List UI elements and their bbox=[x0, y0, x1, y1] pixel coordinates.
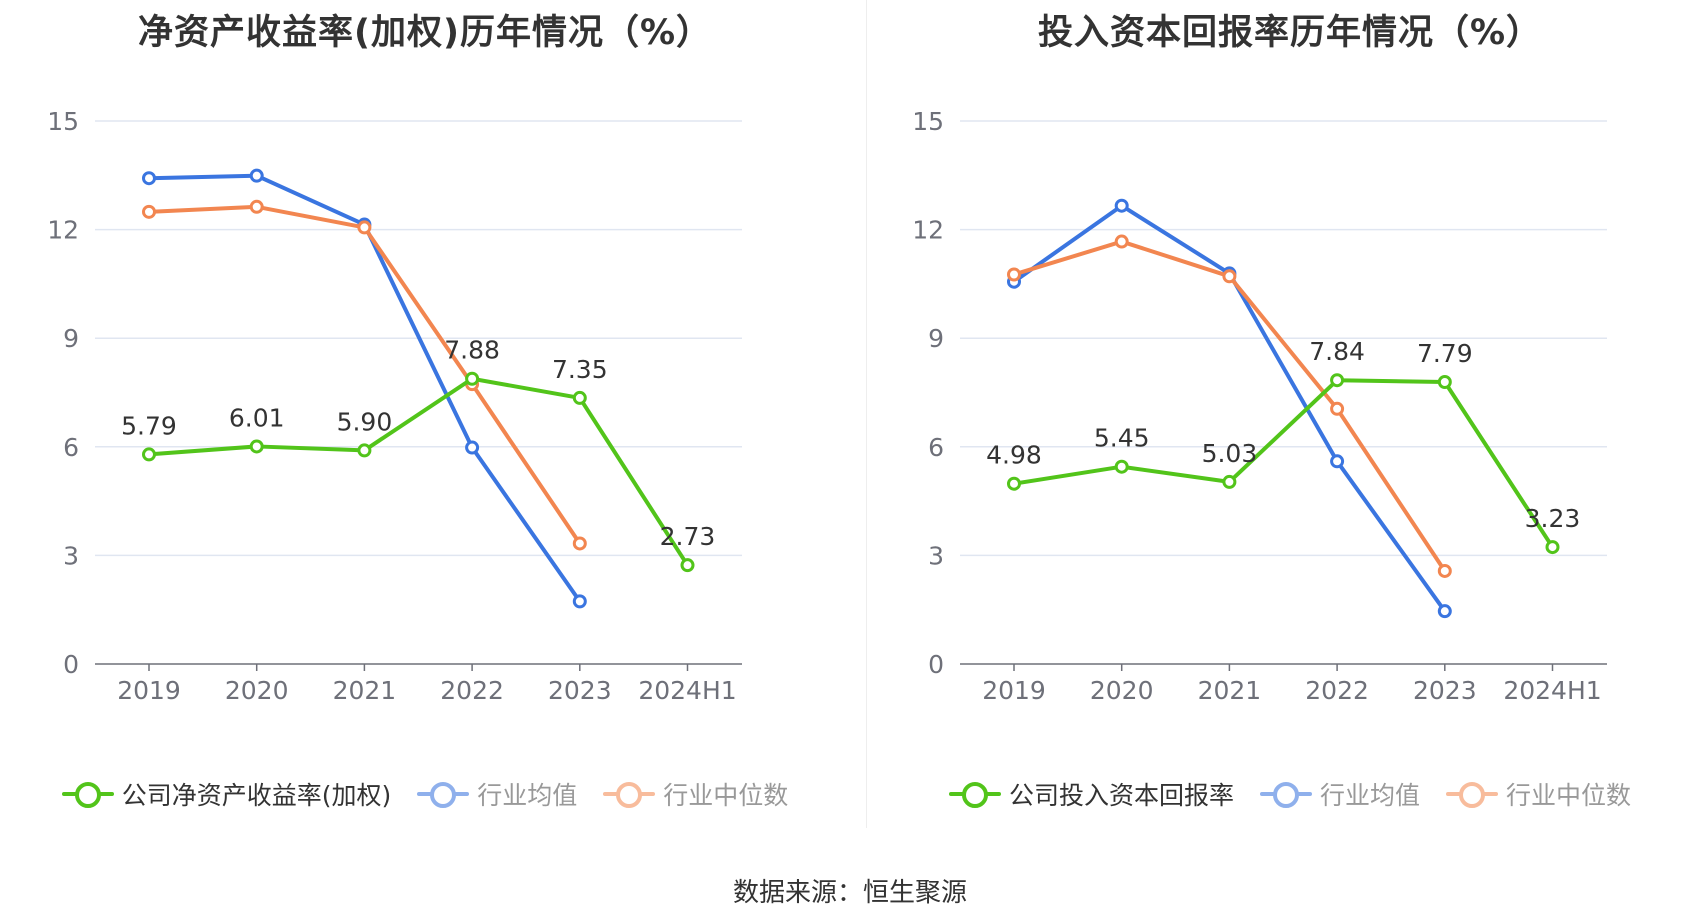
y-tick-label: 9 bbox=[928, 324, 944, 353]
data-point bbox=[249, 199, 264, 214]
legend-item-industry-mean[interactable]: 行业均值 bbox=[417, 776, 577, 812]
data-point bbox=[465, 371, 480, 386]
legend-label: 公司投入资本回报率 bbox=[1008, 781, 1234, 810]
data-point bbox=[1007, 476, 1021, 491]
series-line bbox=[1012, 378, 1555, 550]
legend-marker-icon bbox=[1446, 779, 1498, 809]
data-point bbox=[1545, 540, 1560, 555]
data-label: 5.45 bbox=[1094, 424, 1150, 453]
data-point bbox=[1437, 604, 1452, 619]
x-tick-label: 2021 bbox=[333, 676, 397, 705]
data-point bbox=[142, 204, 156, 219]
legend-item-industry-mean[interactable]: 行业均值 bbox=[1259, 776, 1420, 812]
legend-item-company[interactable]: 公司净资产收益率(加权) bbox=[61, 776, 392, 812]
data-point bbox=[357, 220, 372, 235]
x-tick-label: 2019 bbox=[982, 676, 1046, 705]
legend-label: 行业均值 bbox=[1319, 781, 1420, 810]
data-point bbox=[142, 171, 156, 186]
data-point bbox=[465, 440, 480, 455]
legend-item-industry-median[interactable]: 行业中位数 bbox=[1446, 776, 1631, 812]
data-point bbox=[1114, 198, 1129, 213]
data-point bbox=[1330, 401, 1345, 416]
chart-panel-roic: 投入资本回报率历年情况（%） 0 3 6 9 12 15 2019 2020 2021 2022 2… bbox=[865, 0, 1700, 830]
data-label: 5.79 bbox=[121, 411, 177, 440]
y-tick-label: 3 bbox=[928, 541, 944, 570]
data-point bbox=[357, 443, 372, 458]
y-tick-label: 6 bbox=[63, 433, 79, 462]
x-tick-label: 2024H1 bbox=[1503, 676, 1601, 705]
data-point bbox=[680, 558, 695, 573]
data-source: 数据来源：恒生聚源 bbox=[732, 878, 967, 908]
data-point bbox=[1330, 373, 1345, 388]
x-tick-label: 2024H1 bbox=[638, 676, 736, 705]
data-label: 5.03 bbox=[1202, 439, 1258, 468]
y-tick-label: 9 bbox=[63, 324, 79, 353]
chart-title: 投入资本回报率历年情况（%） bbox=[1037, 13, 1543, 53]
data-point bbox=[249, 168, 264, 183]
data-point bbox=[1114, 459, 1129, 474]
x-tick-label: 2019 bbox=[117, 676, 181, 705]
panel-divider bbox=[866, 0, 867, 828]
y-tick-label: 15 bbox=[912, 107, 944, 136]
data-point bbox=[572, 390, 587, 405]
series-line bbox=[147, 173, 582, 604]
legend-marker-icon bbox=[417, 779, 470, 809]
y-tick-label: 12 bbox=[912, 216, 944, 245]
legend-marker-icon bbox=[948, 779, 1001, 809]
data-label: 3.23 bbox=[1525, 504, 1581, 533]
data-point bbox=[142, 447, 156, 462]
legend-marker-icon bbox=[1259, 779, 1312, 809]
data-label: 7.79 bbox=[1417, 339, 1473, 368]
chart-plot-roe: 0 3 6 9 12 15 2019 2020 2021 2022 2023 2024H1 5.79 6.… bbox=[47, 107, 742, 705]
data-point bbox=[1114, 234, 1129, 249]
x-tick-label: 2023 bbox=[1413, 676, 1477, 705]
data-point bbox=[1437, 375, 1452, 390]
y-tick-label: 0 bbox=[63, 650, 79, 679]
data-label: 7.84 bbox=[1309, 337, 1365, 366]
y-tick-label: 15 bbox=[47, 107, 79, 136]
y-tick-label: 12 bbox=[47, 216, 79, 245]
data-label: 7.88 bbox=[444, 336, 500, 365]
x-tick-label: 2021 bbox=[1198, 676, 1262, 705]
data-point bbox=[1437, 563, 1452, 578]
legend-label: 行业均值 bbox=[477, 781, 578, 810]
data-label: 2.73 bbox=[660, 522, 716, 551]
data-point bbox=[1330, 454, 1345, 469]
legend-item-company[interactable]: 公司投入资本回报率 bbox=[948, 776, 1234, 812]
data-label: 4.98 bbox=[986, 441, 1042, 470]
legend-item-industry-median[interactable]: 行业中位数 bbox=[603, 776, 788, 812]
chart-legend: 公司投入资本回报率 行业均值 行业中位数 bbox=[865, 776, 1700, 812]
chart-panel-roe: 净资产收益率(加权)历年情况（%） 0 3 6 9 12 15 2019 2020 2021 20… bbox=[0, 0, 850, 830]
x-tick-label: 2022 bbox=[440, 676, 504, 705]
series-line bbox=[147, 376, 690, 568]
legend-label: 公司净资产收益率(加权) bbox=[121, 781, 392, 810]
legend-label: 行业中位数 bbox=[1506, 781, 1632, 810]
y-tick-label: 3 bbox=[63, 541, 79, 570]
x-tick-label: 2020 bbox=[1090, 676, 1154, 705]
data-point bbox=[1222, 269, 1237, 284]
data-point bbox=[249, 439, 264, 454]
y-tick-label: 6 bbox=[928, 433, 944, 462]
data-label: 6.01 bbox=[229, 403, 285, 432]
y-tick-label: 0 bbox=[928, 650, 944, 679]
data-point bbox=[572, 594, 587, 609]
x-tick-label: 2022 bbox=[1305, 676, 1369, 705]
chart-legend: 公司净资产收益率(加权) 行业均值 行业中位数 bbox=[0, 776, 850, 812]
data-point bbox=[1222, 474, 1237, 489]
x-tick-label: 2020 bbox=[225, 676, 289, 705]
series-line bbox=[147, 204, 582, 546]
legend-marker-icon bbox=[61, 779, 114, 809]
legend-marker-icon bbox=[603, 779, 656, 809]
data-point bbox=[1007, 267, 1021, 282]
legend-label: 行业中位数 bbox=[663, 781, 789, 810]
data-label: 7.35 bbox=[552, 355, 608, 384]
chart-title: 净资产收益率(加权)历年情况（%） bbox=[137, 13, 713, 53]
x-tick-label: 2023 bbox=[548, 676, 612, 705]
data-label: 5.90 bbox=[337, 407, 393, 436]
data-point bbox=[572, 536, 587, 551]
chart-plot-roic: 0 3 6 9 12 15 2019 2020 2021 2022 2023 2024H1 4.98 5.… bbox=[912, 107, 1607, 705]
